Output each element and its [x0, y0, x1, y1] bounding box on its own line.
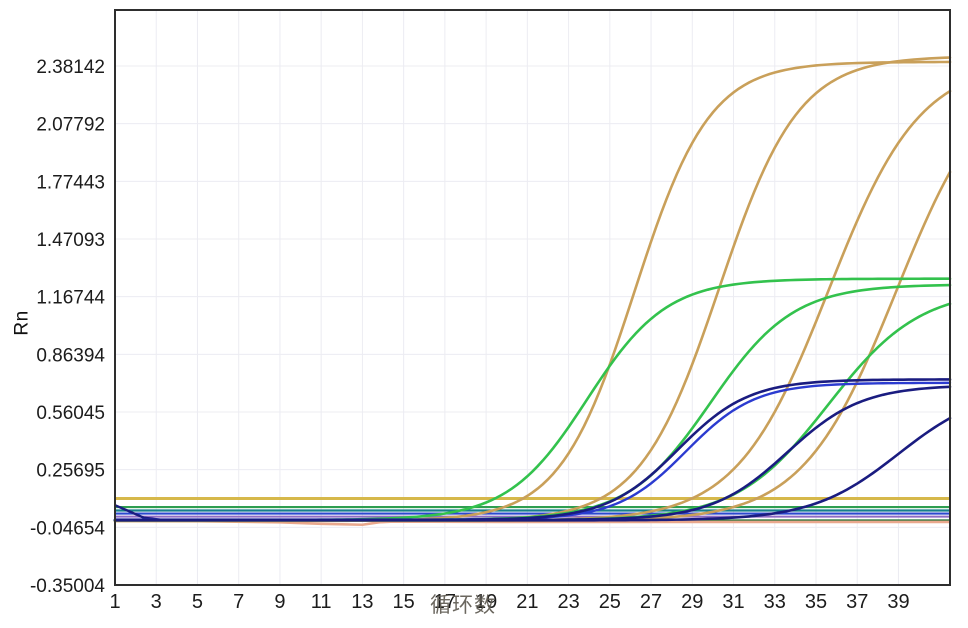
y-tick-label: 1.77443	[36, 172, 105, 193]
x-tick-label: 27	[640, 591, 662, 613]
y-tick-label: 1.47093	[36, 230, 105, 251]
x-tick-label: 37	[846, 591, 868, 613]
green-curve-2	[113, 283, 952, 522]
x-tick-label: 7	[233, 591, 244, 613]
x-tick-label: 33	[764, 591, 786, 613]
navy-curve-3	[113, 416, 952, 522]
y-tick-label: 2.07792	[36, 115, 105, 136]
x-tick-label: 1	[109, 591, 120, 613]
orange-curve-3	[113, 89, 952, 523]
x-tick-label: 17	[434, 591, 456, 613]
y-tick-label: 1.16744	[36, 288, 105, 309]
x-axis-title: 循环数	[430, 594, 496, 617]
x-tick-label: 13	[351, 591, 373, 613]
x-tick-label: 39	[887, 591, 909, 613]
y-tick-label: 0.56045	[36, 403, 105, 424]
y-tick-label: -0.35004	[30, 576, 105, 597]
orange-curve-1	[113, 60, 952, 523]
orange-curve-4	[113, 170, 952, 523]
x-tick-label: 23	[557, 591, 579, 613]
x-tick-label: 11	[311, 591, 332, 613]
x-tick-label: 5	[192, 591, 203, 613]
orange-curve-2	[113, 56, 952, 523]
x-tick-label: 35	[805, 591, 827, 613]
y-tick-label: -0.04654	[30, 518, 105, 539]
green-curve-1	[113, 277, 952, 522]
y-tick-label: 0.25695	[36, 461, 105, 482]
y-tick-label: 2.38142	[36, 57, 105, 78]
x-tick-label: 25	[599, 591, 621, 613]
x-tick-label: 9	[274, 591, 285, 613]
y-tick-label: 0.86394	[36, 345, 105, 366]
x-tick-label: 19	[475, 591, 497, 613]
y-axis-title: Rn	[11, 310, 33, 336]
x-tick-label: 31	[722, 591, 744, 613]
plot-border	[114, 9, 951, 586]
x-tick-label: 3	[151, 591, 162, 613]
x-tick-label: 29	[681, 591, 703, 613]
x-tick-label: 21	[516, 591, 538, 613]
x-tick-label: 15	[393, 591, 415, 613]
